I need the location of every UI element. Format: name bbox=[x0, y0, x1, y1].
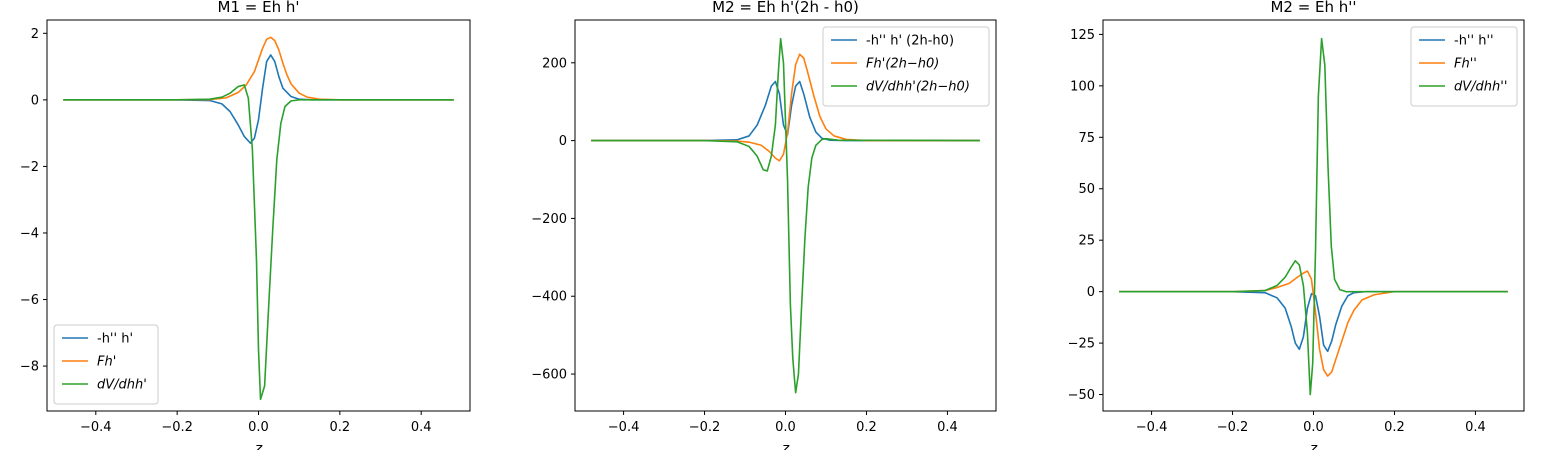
series-line-3 bbox=[63, 84, 454, 401]
x-tick-label: 0.4 bbox=[937, 420, 958, 435]
y-tick-label: 25 bbox=[1078, 234, 1095, 249]
x-tick-label: −0.4 bbox=[80, 420, 112, 435]
legend: -h'' h' (2h-h0) Fh'(2h−h0) dV/dhh'(2h−h0) bbox=[822, 26, 990, 107]
y-tick-label: −8 bbox=[20, 360, 39, 375]
x-tick-label: 0.2 bbox=[856, 420, 877, 435]
y-tick-label: 2 bbox=[31, 27, 39, 42]
series-line-3 bbox=[591, 37, 980, 394]
legend-label: dV/dhh'(2h−h0) bbox=[866, 80, 970, 95]
y-tick-label: −200 bbox=[531, 212, 567, 227]
y-tick-label: 100 bbox=[1070, 79, 1095, 94]
series-line-1 bbox=[63, 54, 454, 144]
legend-label: -h'' h'' bbox=[1454, 34, 1494, 49]
x-tick-label: 0.2 bbox=[1384, 420, 1405, 435]
chart-title: M2 = Eh h'(2h - h0) bbox=[712, 0, 859, 16]
x-axis-label: z bbox=[781, 441, 790, 450]
chart-panel-2: −0.4 −0.2 0.0 0.2 0.4 200 0 −200 −400 −600 M2 = Eh… bbox=[531, 0, 997, 450]
x-tick-label: 0.4 bbox=[1465, 420, 1486, 435]
y-tick-label: −25 bbox=[1068, 337, 1095, 352]
legend: -h'' h' Fh' dV/dhh' bbox=[53, 324, 159, 405]
legend-label: -h'' h' (2h-h0) bbox=[866, 34, 954, 49]
x-axis-label: z bbox=[1309, 441, 1318, 450]
chart-panel-1: −0.4 −0.2 0.0 0.2 0.4 2 0 −2 −4 −6 −8 M1 = Eh h' z -h… bbox=[20, 0, 471, 450]
y-tick-label: −600 bbox=[531, 368, 567, 383]
x-axis-label: z bbox=[254, 441, 263, 450]
y-tick-label: −4 bbox=[20, 226, 39, 241]
legend: -h'' h'' Fh'' dV/dhh'' bbox=[1410, 26, 1518, 107]
x-tick-label: 0.0 bbox=[1303, 420, 1324, 435]
x-tick-label: 0.0 bbox=[775, 420, 796, 435]
legend-label: Fh'(2h−h0) bbox=[866, 57, 939, 72]
y-tick-label: −50 bbox=[1068, 388, 1095, 403]
series-line-3 bbox=[1119, 37, 1508, 396]
legend-label: dV/dhh' bbox=[97, 378, 147, 393]
x-tick-label: −0.2 bbox=[161, 420, 193, 435]
y-tick-label: 200 bbox=[542, 56, 567, 71]
series-line-2 bbox=[591, 53, 980, 162]
y-tick-label: −2 bbox=[20, 160, 39, 175]
x-tick-label: 0.2 bbox=[330, 420, 351, 435]
y-tick-label: −6 bbox=[20, 293, 39, 308]
series-line-2 bbox=[63, 36, 454, 101]
chart-title: M1 = Eh h' bbox=[218, 0, 300, 16]
y-tick-label: 0 bbox=[31, 93, 39, 108]
legend-label: dV/dhh'' bbox=[1454, 80, 1507, 95]
legend-label: Fh' bbox=[97, 355, 116, 370]
y-tick-label: 75 bbox=[1078, 131, 1095, 146]
y-tick-label: 50 bbox=[1078, 182, 1095, 197]
x-tick-label: −0.2 bbox=[1217, 420, 1249, 435]
y-tick-label: −400 bbox=[531, 290, 567, 305]
x-tick-label: 0.0 bbox=[248, 420, 269, 435]
legend-label: Fh'' bbox=[1454, 57, 1477, 72]
x-tick-label: −0.2 bbox=[689, 420, 721, 435]
x-tick-label: −0.4 bbox=[608, 420, 640, 435]
chart-title: M2 = Eh h'' bbox=[1270, 0, 1356, 16]
x-tick-label: 0.4 bbox=[411, 420, 432, 435]
legend-box bbox=[822, 26, 990, 107]
chart-panel-3: −0.4 −0.2 0.0 0.2 0.4 125 100 75 50 25 0 −25 −50 M2 =… bbox=[1068, 0, 1525, 450]
y-tick-label: 125 bbox=[1070, 28, 1095, 43]
legend-label: -h'' h' bbox=[97, 332, 133, 347]
y-tick-label: 0 bbox=[559, 134, 567, 149]
series-line-2 bbox=[1119, 270, 1508, 377]
x-tick-label: −0.4 bbox=[1136, 420, 1168, 435]
y-tick-label: 0 bbox=[1087, 285, 1095, 300]
